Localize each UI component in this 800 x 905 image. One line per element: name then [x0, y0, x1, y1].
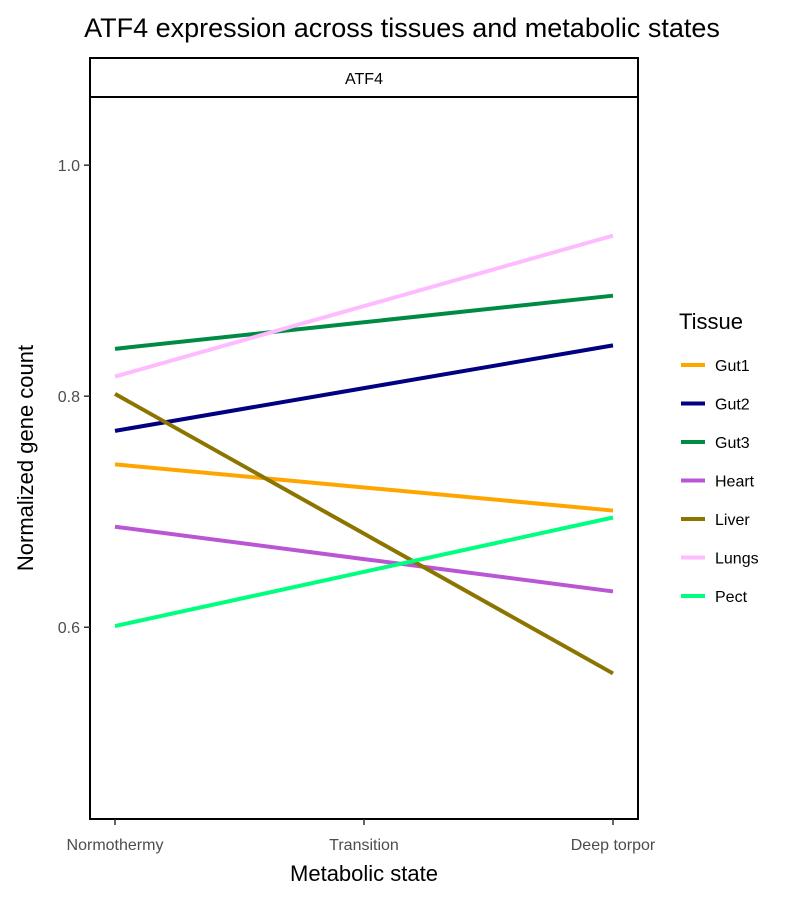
y-tick-label: 0.6 [58, 620, 80, 637]
series-line-pect [114, 515, 614, 629]
series-line-lungs [114, 233, 614, 379]
x-tick-label: Transition [329, 837, 399, 854]
series-line-gut3 [114, 293, 614, 351]
series-line-liver [114, 392, 614, 676]
x-axis-title: Metabolic state [290, 861, 438, 886]
x-tick-label: Deep torpor [571, 837, 656, 854]
legend-title: Tissue [679, 309, 743, 334]
legend-label-gut3: Gut3 [715, 435, 750, 452]
series-line-heart [114, 524, 614, 594]
legend-label-lungs: Lungs [715, 551, 759, 568]
legend-label-liver: Liver [715, 512, 750, 529]
facet-strip [89, 57, 639, 98]
y-axis-title: Normalized gene count [13, 345, 38, 571]
legend-label-pect: Pect [715, 589, 748, 606]
y-tick-label: 1.0 [58, 158, 80, 175]
series-lines [114, 233, 614, 676]
x-axis: Normothermy Transition Deep torpor [67, 819, 656, 854]
x-tick-label: Normothermy [67, 837, 164, 854]
facet-label: ATF4 [345, 71, 383, 88]
chart-title: ATF4 expression across tissues and metab… [84, 13, 720, 43]
y-axis: 0.6 0.8 1.0 [58, 158, 90, 637]
legend: Gut1 Gut2 Gut3 Heart Liver Lungs Pect [681, 358, 759, 606]
series-line-gut1 [114, 462, 614, 513]
legend-label-gut1: Gut1 [715, 358, 750, 375]
plot-panel [89, 96, 639, 820]
legend-label-heart: Heart [715, 474, 755, 491]
series-line-gut2 [114, 343, 614, 433]
y-tick-label: 0.8 [58, 389, 80, 406]
legend-label-gut2: Gut2 [715, 397, 750, 414]
